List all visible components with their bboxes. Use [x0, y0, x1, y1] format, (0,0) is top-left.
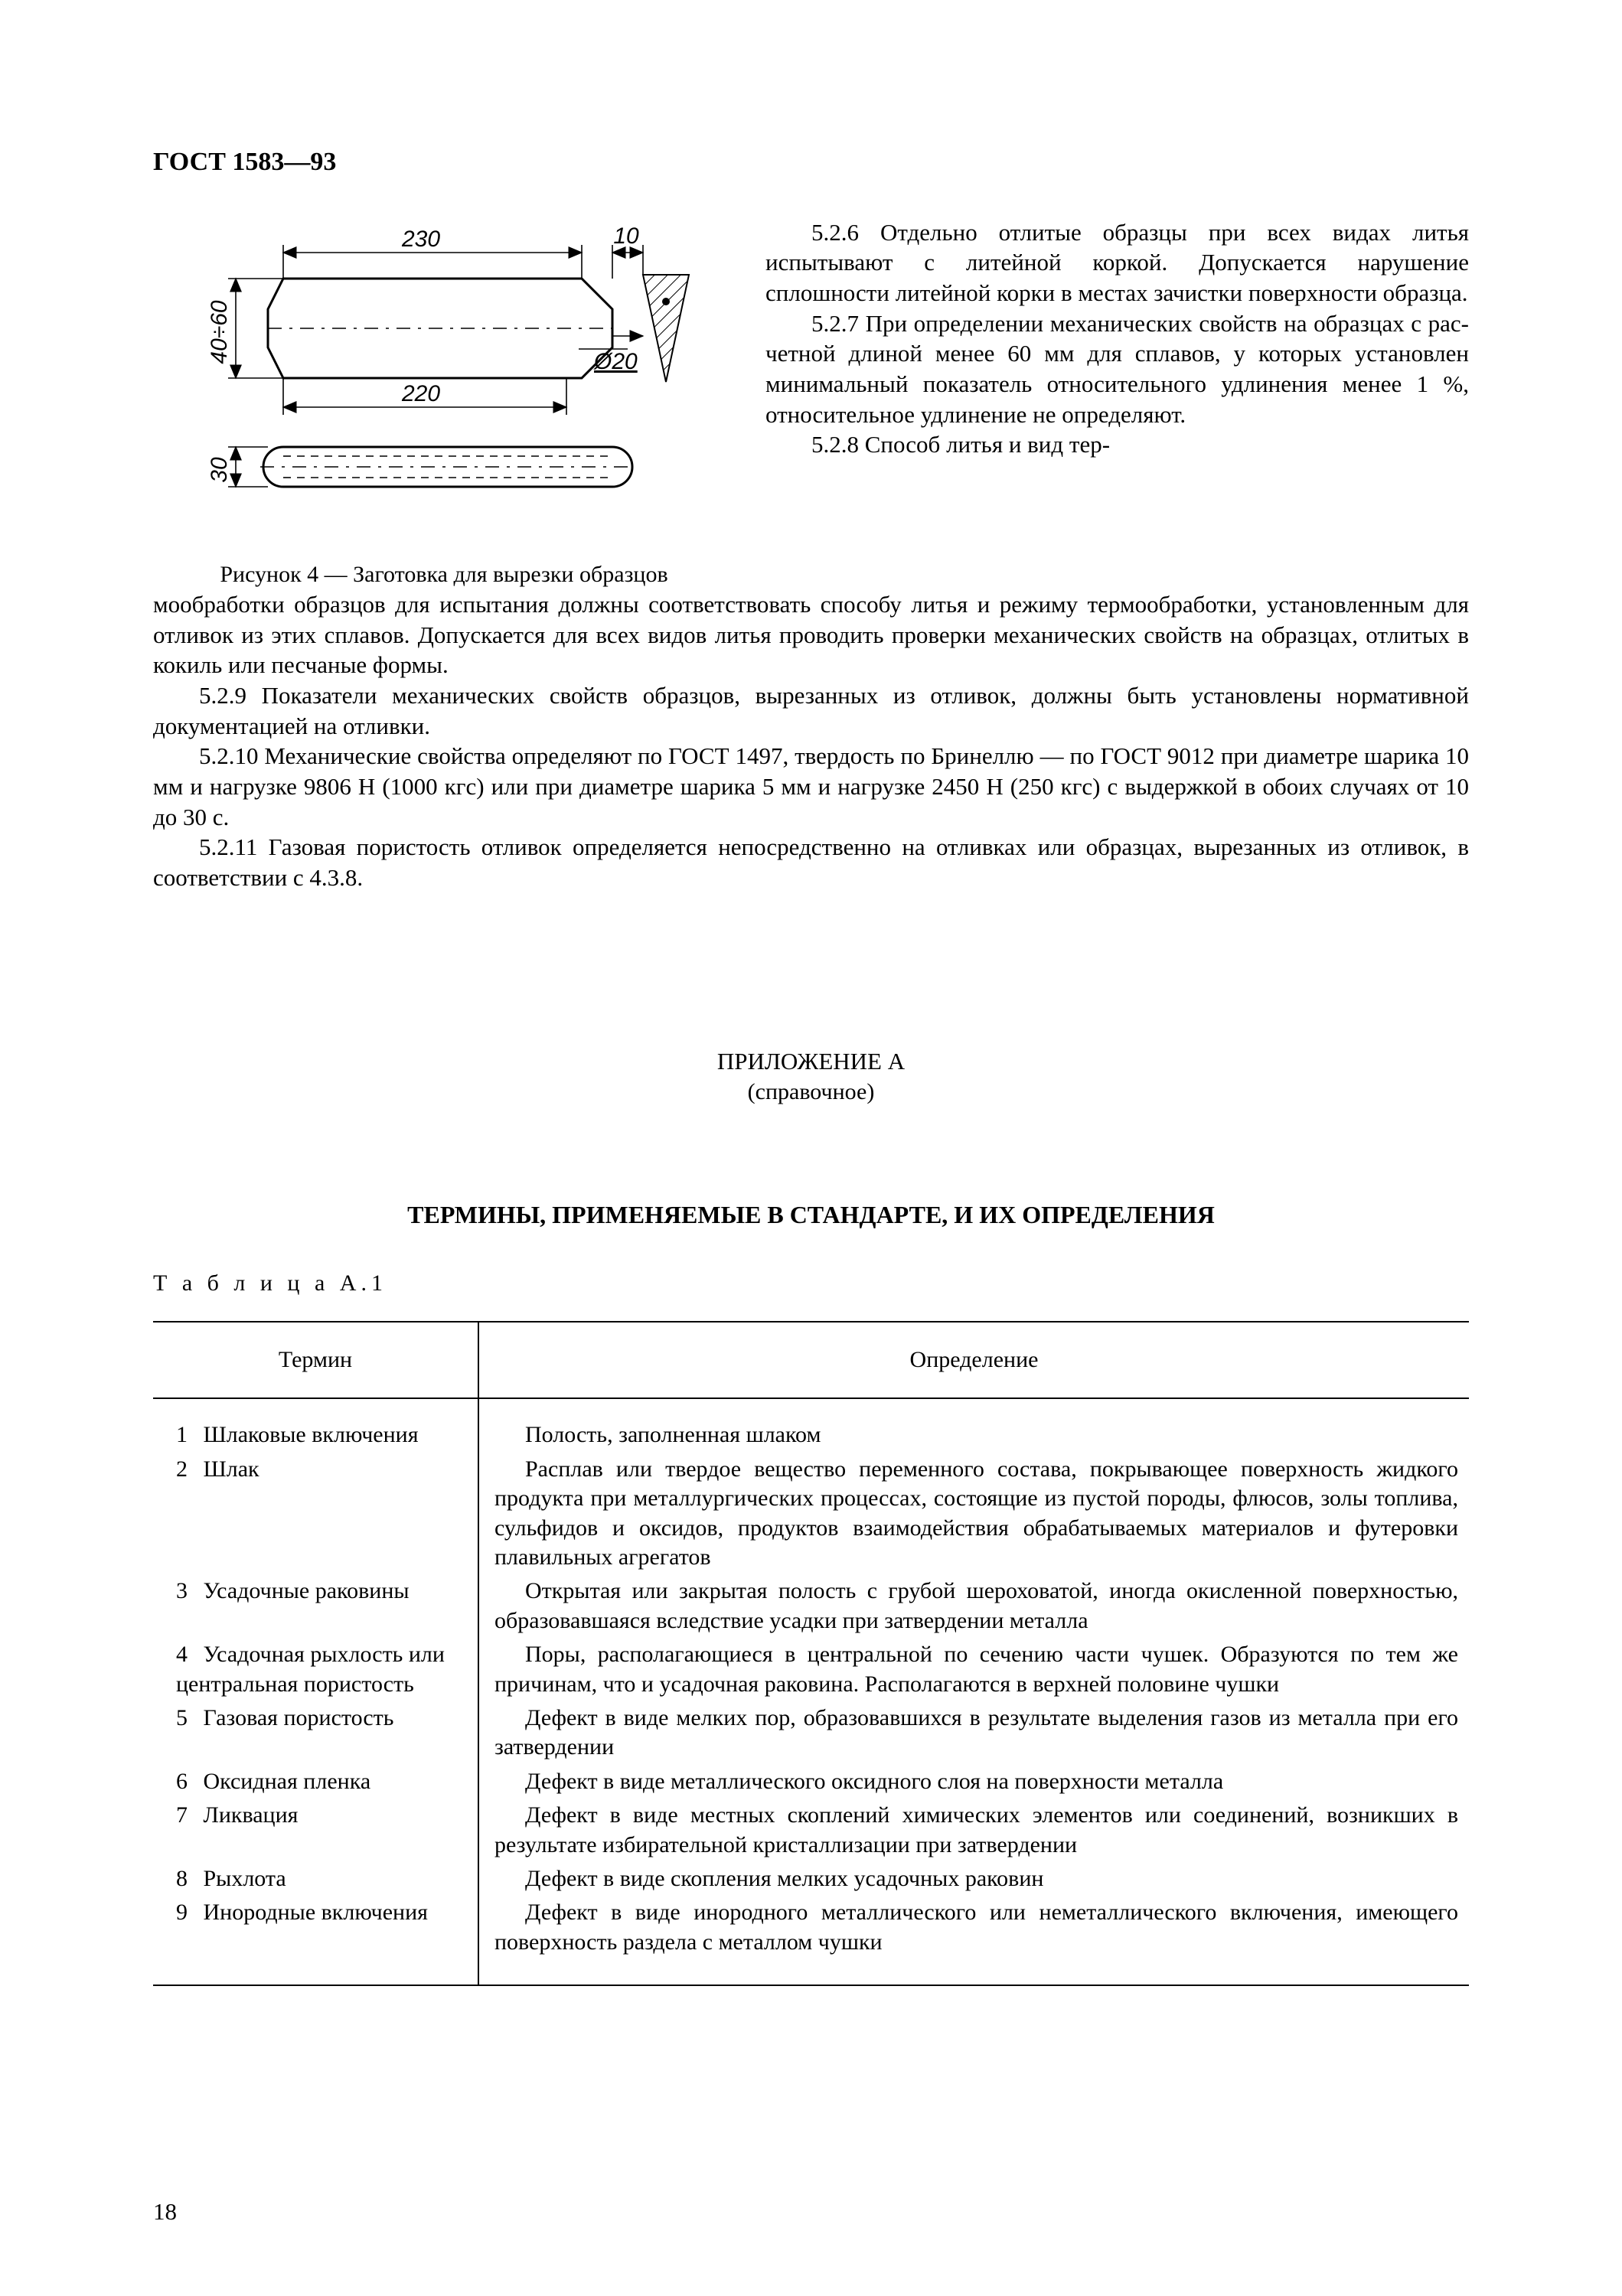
definition-cell: Поры, располагающиеся в центральной по с… [478, 1638, 1469, 1701]
term-cell: 8 Рыхлота [153, 1862, 478, 1896]
table-row: 1 Шлаковые включенияПолость, заполненная… [153, 1398, 1469, 1452]
dim-10: 10 [613, 223, 639, 249]
dim-40-60: 40÷60 [207, 300, 232, 364]
term-cell: 3 Усадочные раковины [153, 1574, 478, 1638]
col-def-header: Определение [478, 1322, 1469, 1398]
definition-cell: Дефект в виде местных скоплений химическ… [478, 1799, 1469, 1862]
table-row: 6 Оксидная пленкаДефект в виде металличе… [153, 1765, 1469, 1799]
dim-220: 220 [401, 381, 440, 406]
table-row: 8 РыхлотаДефект в виде скопления мелких … [153, 1862, 1469, 1896]
term-cell: 1 Шлаковые включения [153, 1398, 478, 1452]
table-label: Т а б л и ц а А.1 [153, 1269, 1469, 1298]
table-row: 5 Газовая пористостьДефект в виде мелких… [153, 1701, 1469, 1765]
appendix-title: ТЕРМИНЫ, ПРИМЕНЯЕМЫЕ В СТАНДАРТЕ, И ИХ О… [153, 1199, 1469, 1231]
definition-cell: Дефект в виде металлического оксидного с… [478, 1765, 1469, 1799]
para-5-2-7: 5.2.7 При определении меха­нических свой… [765, 308, 1469, 430]
table-row: 7 ЛиквацияДефект в виде местных скоплени… [153, 1799, 1469, 1862]
para-5-2-8-start: 5.2.8 Способ литья и вид тер- [765, 429, 1469, 460]
col-term-header: Термин [153, 1322, 478, 1398]
body-text: мообработки образцов для испытания должн… [153, 589, 1469, 893]
right-text-column: 5.2.6 Отдельно отлитые образ­цы при всех… [735, 217, 1469, 460]
page: ГОСТ 1583—93 [0, 0, 1622, 2296]
dim-d20: Ø20 [593, 349, 638, 374]
term-cell: 9 Инородные включения [153, 1896, 478, 1985]
table-header-row: Термин Определение [153, 1322, 1469, 1398]
terms-table: Термин Определение 1 Шлаковые включенияП… [153, 1321, 1469, 1986]
term-cell: 7 Ликвация [153, 1799, 478, 1862]
term-cell: 5 Газовая пористость [153, 1701, 478, 1765]
table-row: 2 ШлакРасплав или твердое вещество перем… [153, 1453, 1469, 1575]
definition-cell: Дефект в виде мелких пор, образовавшихся… [478, 1701, 1469, 1765]
dim-230: 230 [401, 227, 440, 252]
definition-cell: Открытая или закрытая полость с грубой ш… [478, 1574, 1469, 1638]
definition-cell: Дефект в виде скопления мелких усадочных… [478, 1862, 1469, 1896]
para-5-2-10: 5.2.10 Механические свойства определяют … [153, 741, 1469, 832]
term-cell: 4 Усадочная рыхлость или центральная пор… [153, 1638, 478, 1701]
dim-30: 30 [207, 457, 232, 483]
figure-drawing: 230 10 40÷60 Ø20 [153, 217, 735, 546]
term-cell: 6 Оксидная пленка [153, 1765, 478, 1799]
definition-cell: Дефект в виде инородного металлического … [478, 1896, 1469, 1985]
top-region: 230 10 40÷60 Ø20 [153, 217, 1469, 589]
figure-caption: Рисунок 4 — Заготовка для вырезки образц… [153, 560, 735, 589]
document-id: ГОСТ 1583—93 [153, 145, 1469, 179]
table-row: 9 Инородные включенияДефект в виде иноро… [153, 1896, 1469, 1985]
figure-column: 230 10 40÷60 Ø20 [153, 217, 735, 589]
page-number: 18 [153, 2197, 177, 2227]
table-row: 4 Усадочная рыхлость или центральная пор… [153, 1638, 1469, 1701]
para-5-2-9: 5.2.9 Показатели механических свойств об… [153, 680, 1469, 741]
definition-cell: Расплав или твердое вещество переменного… [478, 1453, 1469, 1575]
appendix-sub: (справочное) [153, 1078, 1469, 1107]
term-cell: 2 Шлак [153, 1453, 478, 1575]
appendix-head: ПРИЛОЖЕНИЕ А [153, 1046, 1469, 1077]
para-5-2-6: 5.2.6 Отдельно отлитые образ­цы при всех… [765, 217, 1469, 308]
para-5-2-11: 5.2.11 Газовая пористость отливок опреде… [153, 832, 1469, 892]
para-5-2-8-cont: мообработки образцов для испытания должн… [153, 589, 1469, 680]
definition-cell: Полость, заполненная шлаком [478, 1398, 1469, 1452]
table-row: 3 Усадочные раковиныОткрытая или закрыта… [153, 1574, 1469, 1638]
